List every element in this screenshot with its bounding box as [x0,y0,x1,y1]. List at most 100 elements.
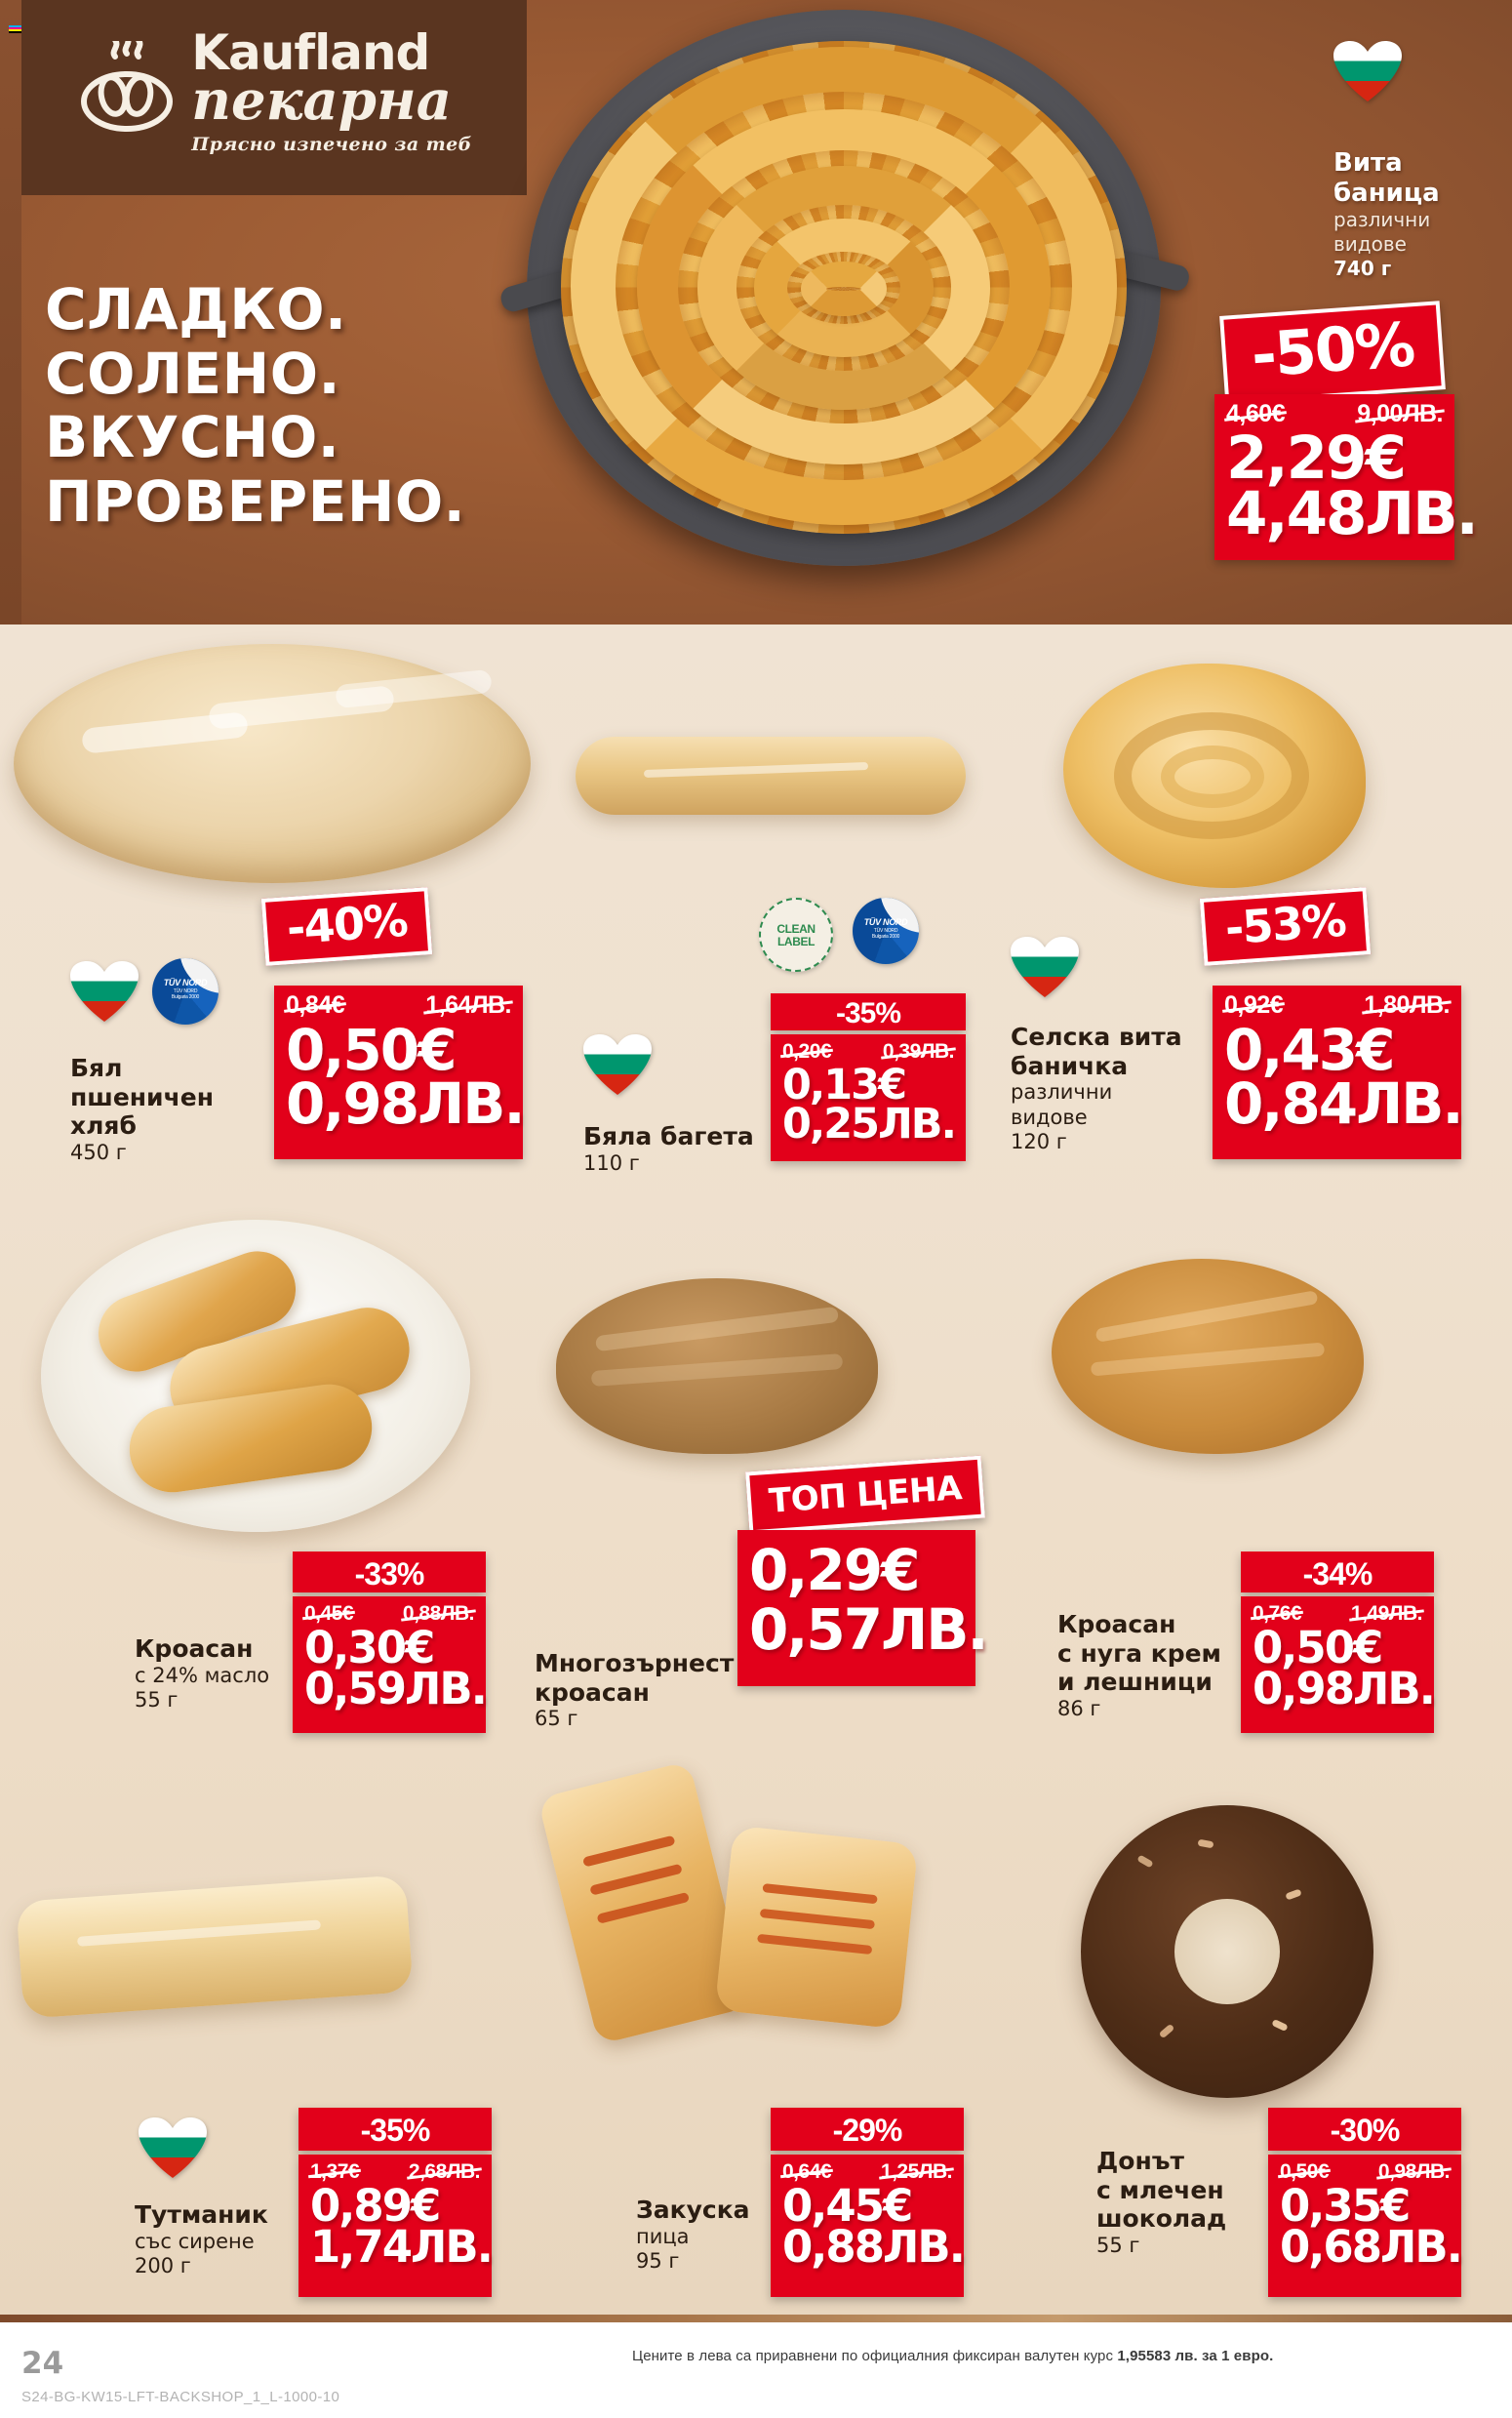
footer: 24 S24-BG-KW15-LFT-BACKSHOP_1_L-1000-10 … [0,2322,1512,2418]
product-name-byala-bageta: Бяла багета 110 г [583,1122,754,1175]
badges-tutmanik [139,2117,207,2183]
discount-badge-byal-pshenichen-hlyab: -40% [260,887,433,966]
new-price-eur: 0,13€ [782,1061,907,1109]
hero-badge-bulgarian-flag-heart [1333,41,1402,106]
old-price-bgn: 0,39ЛВ. [882,1040,955,1063]
old-price-eur: 0,92€ [1224,991,1284,1019]
new-price-eur: 0,30€ [304,1622,435,1673]
discount-bar-donat: -30% [1268,2108,1461,2151]
discount-badge-selska-vita-banichka: -53% [1199,887,1372,966]
price-box-tutmanik: 1,37€ 2,68ЛВ. 0,89€ 1,74ЛВ. [298,2155,494,2297]
top-price-badge-mnogozarnest-kroasan: ТОП ЦЕНА [745,1455,985,1535]
price-box-byala-bageta: 0,20€ 0,39ЛВ. 0,13€ 0,25ЛВ. [771,1034,966,1161]
discount-bar-kroasan-24-maslo: -33% [293,1552,486,1592]
hero-discount-badge: -50% [1219,301,1447,405]
price-box-mnogozarnest-kroasan: 0,29€ 0,57ЛВ. [737,1530,989,1686]
photo-donat-mlechen-shokolad [1081,1805,1373,2098]
old-price-bgn: 1,64ЛВ. [425,991,511,1019]
new-price-bgn: 1,74ЛВ. [310,2221,494,2274]
price-box-byal-pshenichen-hlyab: 0,84€ 1,64ЛВ. 0,50€ 0,98ЛВ. [274,986,526,1159]
new-price-eur: 0,89€ [310,2180,441,2232]
price-box-kroasan-24-maslo: 0,45€ 0,88ЛВ. 0,30€ 0,59ЛВ. [293,1596,488,1733]
hero-product-desc-line1: различни [1333,208,1431,232]
product-name-zakuska-pitsa: Закуска пица 95 г [636,2196,750,2274]
new-price-eur: 0,45€ [782,2180,913,2232]
footer-divider [0,2315,1512,2324]
hero-new-price-bgn: 4,48ЛВ. [1226,479,1479,549]
photo-kroasan-nuga-krem [1052,1259,1364,1454]
discount-bar-byala-bageta: -35% [771,993,966,1030]
photo-byala-bageta [576,737,966,815]
page-number: 24 [21,2346,64,2381]
new-price-eur: 0,35€ [1280,2180,1411,2232]
tuv-nord-icon: TÜV NORD TÜV NORD Bulgaria 2000 [853,898,919,964]
old-price-bgn: 1,49ЛВ. [1350,1602,1423,1625]
hero-headline: СЛАДКО. СОЛЕНО. ВКУСНО. ПРОВЕРЕНО. [45,276,591,535]
product-name-mnogozarnest-kroasan: Многозърнест кроасан 65 г [535,1649,735,1730]
bulgarian-flag-heart-icon [583,1034,652,1095]
product-name-selska-vita-banichka: Селска вита баничка различни видове 120 … [1011,1023,1182,1154]
bulgarian-flag-heart-icon [1011,937,1079,997]
new-price-bgn: 0,98ЛВ. [286,1069,526,1137]
product-name-tutmanik: Тутманик със сирене 200 г [135,2200,268,2278]
product-name-kroasan-24-maslo: Кроасан с 24% масло 55 г [135,1634,270,1713]
photo-zakuska-pitsa-2 [714,1825,919,2030]
old-price-eur: 0,45€ [304,1602,354,1625]
old-price-bgn: 2,68ЛВ. [408,2160,481,2183]
left-color-strip [0,0,21,625]
old-price-bgn: 0,98ЛВ. [1377,2160,1451,2183]
old-price-eur: 0,76€ [1253,1602,1302,1625]
product-name-kroasan-nuga-krem: Кроасан с нуга крем и лешници 86 г [1057,1610,1221,1720]
tuv-nord-icon: TÜV NORD TÜV NORD Bulgaria 2000 [152,958,219,1025]
hero-new-price-eur: 2,29€ [1226,423,1407,493]
new-price-eur: 0,29€ [749,1537,920,1603]
discount-bar-kroasan-nuga-krem: -34% [1241,1552,1434,1592]
discount-bar-tutmanik: -35% [298,2108,492,2151]
new-price-bgn: 0,59ЛВ. [304,1663,488,1715]
bulgarian-flag-heart-icon [139,2117,207,2178]
photo-selska-vita-banichka [1063,664,1366,888]
headline-line-4: ПРОВЕРЕНО. [45,467,466,535]
new-price-bgn: 0,25ЛВ. [782,1100,957,1149]
product-name-byal-pshenichen-hlyab: Бял пшеничен хляб 450 г [70,1054,214,1164]
new-price-bgn: 0,98ЛВ. [1253,1663,1436,1715]
new-price-bgn: 0,88ЛВ. [782,2221,966,2274]
badges-certification-bageta: CLEAN LABEL TÜV NORD TÜV NORD Bulgaria 200… [759,898,919,972]
old-price-eur: 0,20€ [782,1040,832,1063]
old-price-bgn: 1,80ЛВ. [1364,991,1450,1019]
new-price-bgn: 0,68ЛВ. [1280,2221,1463,2274]
badges-byal-pshenichen-hlyab: TÜV NORD TÜV NORD Bulgaria 2000 [70,958,219,1025]
headline-line-2: СОЛЕНО. [45,340,341,407]
brand-logo: Kaufland пекарна Прясно изпечено за теб [21,0,527,195]
banitsa-spiral [561,41,1127,534]
hero-product-name: Вита баница различни видове 740 г [1333,148,1440,281]
flyer-code: S24-BG-KW15-LFT-BACKSHOP_1_L-1000-10 [21,2389,340,2405]
new-price-bgn: 0,84ЛВ. [1224,1069,1464,1137]
cmyk-registration-marks [9,25,22,34]
price-box-donat: 0,50€ 0,98ЛВ. 0,35€ 0,68ЛВ. [1268,2155,1463,2297]
clean-label-icon: CLEAN LABEL [759,898,833,972]
badges-selska-vita-banichka [1011,937,1079,1002]
price-box-zakuska-pitsa: 0,64€ 1,25ЛВ. 0,45€ 0,88ЛВ. [771,2155,966,2297]
hero-price-box: 4,60€ 9,00ЛВ. 2,29€ 4,48ЛВ. [1214,394,1479,560]
old-price-eur: 0,64€ [782,2160,832,2183]
brand-name-kaufland: Kaufland [191,24,430,81]
new-price-eur: 0,43€ [1224,1017,1395,1083]
old-price-eur: 0,84€ [286,991,345,1019]
product-name-donat: Донът с млечен шоколад 55 г [1096,2147,1227,2257]
old-price-bgn: 0,88ЛВ. [402,1602,475,1625]
disclaimer-rate: 1,95583 лв. за 1 евро. [1117,2348,1274,2364]
old-price-eur: 0,50€ [1280,2160,1330,2183]
photo-mnogozarnest-kroasan [556,1278,878,1454]
hero-price-tag: -50% [1219,301,1447,405]
headline-line-1: СЛАДКО. [45,276,347,343]
bulgarian-flag-heart-icon [70,961,139,1022]
brand-name-pekarna: пекарна [191,68,453,133]
disclaimer-text: Цените в лева са приравнени по официални… [632,2348,1118,2364]
hero-product-weight: 740 г [1333,257,1392,281]
price-box-kroasan-nuga-krem: 0,76€ 1,49ЛВ. 0,50€ 0,98ЛВ. [1241,1596,1436,1733]
currency-disclaimer: Цените в лева са приравнени по официални… [632,2348,1273,2364]
discount-bar-zakuska-pitsa: -29% [771,2108,964,2151]
hero-banner: Kaufland пекарна Прясно изпечено за теб … [0,0,1512,625]
